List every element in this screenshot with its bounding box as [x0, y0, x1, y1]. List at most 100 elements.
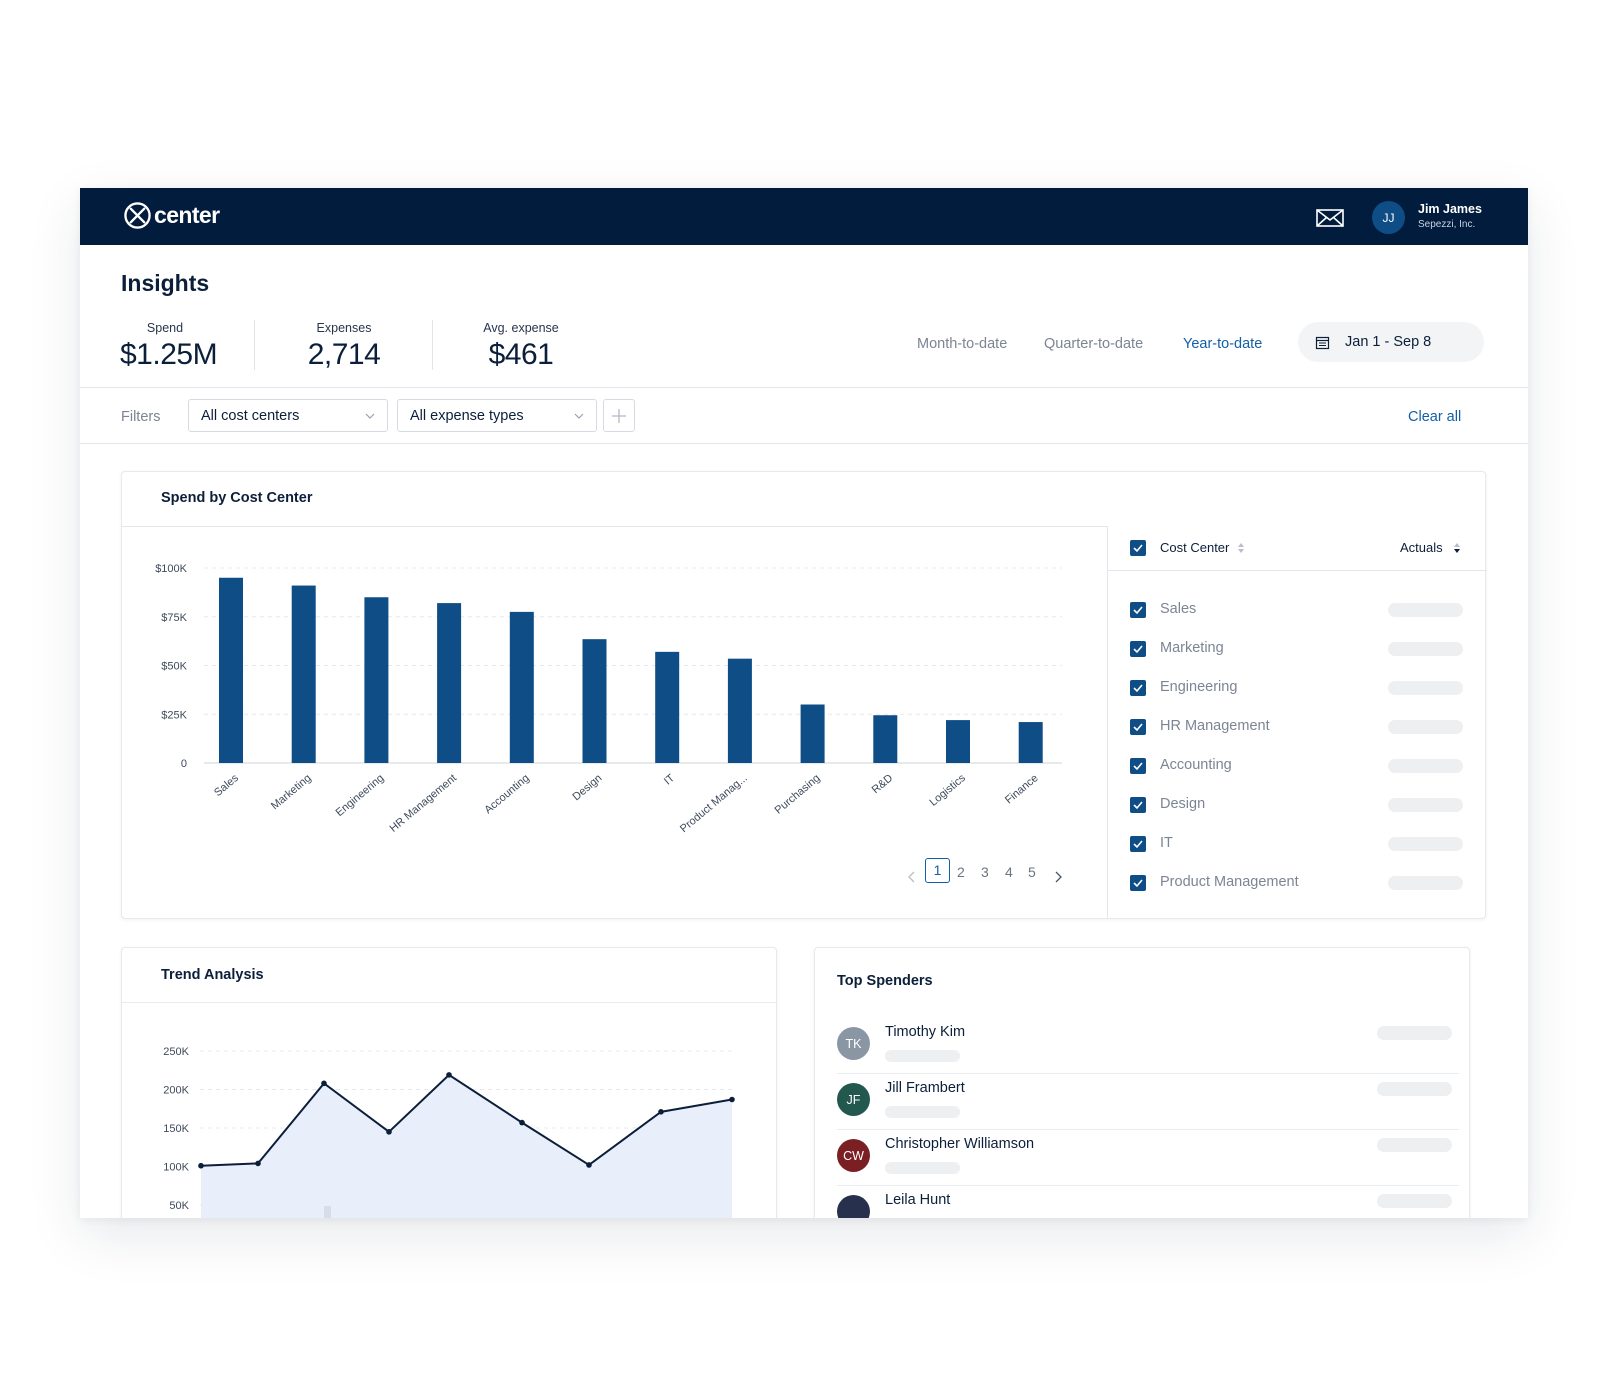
check-icon	[1133, 723, 1143, 732]
trend-analysis-card: Trend Analysis 250K 200K 150K 100K 50K	[121, 947, 777, 1218]
actuals-placeholder	[1388, 681, 1463, 695]
spender-row[interactable]: TK Timothy Kim	[837, 1018, 1459, 1074]
chevron-down-icon	[365, 413, 375, 419]
x-tick-label: HR Management	[388, 772, 459, 835]
bar	[655, 651, 680, 763]
page-button-1[interactable]: 1	[925, 858, 950, 883]
row-checkbox[interactable]	[1130, 602, 1146, 618]
top-spenders-card: Top Spenders TK Timothy Kim JF Jill Fram…	[814, 947, 1470, 1218]
row-checkbox[interactable]	[1130, 875, 1146, 891]
data-point	[586, 1162, 592, 1168]
row-checkbox[interactable]	[1130, 836, 1146, 852]
cost-center-row-label: Engineering	[1160, 679, 1238, 695]
actuals-placeholder	[1388, 837, 1463, 851]
spender-detail-placeholder	[885, 1106, 960, 1118]
stat-label: Avg. expense	[483, 321, 559, 335]
spend-bar-chart: 0 $25K $50K $75K $100K Sales Marketing Engineer…	[155, 563, 1062, 835]
card-header-divider	[122, 1002, 776, 1003]
data-point	[446, 1072, 452, 1078]
tab-month-to-date[interactable]: Month-to-date	[917, 336, 1008, 352]
stat-label: Expenses	[316, 321, 372, 335]
spender-name: Christopher Williamson	[885, 1136, 1035, 1152]
chevron-right-icon[interactable]	[1053, 871, 1063, 883]
row-checkbox[interactable]	[1130, 758, 1146, 774]
check-icon	[1133, 801, 1143, 810]
check-icon	[1133, 684, 1143, 693]
cost-center-column-header[interactable]: Cost Center	[1160, 540, 1230, 555]
cost-center-filter[interactable]: All cost centers	[188, 399, 388, 432]
plus-icon	[612, 408, 626, 423]
spender-name: Jill Frambert	[885, 1080, 965, 1096]
tab-quarter-to-date[interactable]: Quarter-to-date	[1044, 336, 1144, 352]
bar	[1018, 722, 1043, 763]
actuals-placeholder	[1388, 603, 1463, 617]
check-icon	[1133, 840, 1143, 849]
select-all-checkbox[interactable]	[1130, 540, 1146, 556]
user-avatar[interactable]: JJ	[1372, 201, 1405, 234]
page-button-2[interactable]: 2	[957, 864, 965, 880]
x-tick-label: R&D	[870, 772, 896, 796]
x-tick-label: Design	[570, 772, 604, 803]
sort-icon[interactable]	[1237, 542, 1245, 554]
page-button-5[interactable]: 5	[1028, 864, 1036, 880]
page-button-3[interactable]: 3	[981, 864, 989, 880]
chevron-down-icon	[574, 413, 584, 419]
bar	[219, 577, 243, 763]
bar	[364, 597, 389, 763]
page-button-4[interactable]: 4	[1005, 864, 1013, 880]
x-tick-label: IT	[662, 772, 677, 788]
spend-by-cost-center-card: Spend by Cost Center 0 $25K $50K $75K $100K S…	[121, 471, 1487, 919]
stat-value: $461	[488, 338, 554, 371]
chevron-left-icon[interactable]	[907, 871, 917, 883]
check-icon	[1133, 544, 1143, 553]
divider	[80, 443, 1528, 444]
trend-line-chart: 250K 200K 150K 100K 50K	[163, 1046, 735, 1218]
y-tick-label: 100K	[163, 1162, 189, 1174]
cost-center-row-label: HR Management	[1160, 718, 1270, 734]
stat-value: $1.25M	[120, 338, 218, 371]
spender-avatar: JF	[837, 1083, 870, 1116]
stat-label: Spend	[146, 321, 184, 335]
spender-amount-placeholder	[1377, 1138, 1452, 1152]
x-tick-label: Accounting	[482, 772, 531, 816]
user-company: Sepezzi, Inc.	[1418, 219, 1476, 230]
spender-row[interactable]: JF Jill Frambert	[837, 1074, 1459, 1130]
row-checkbox[interactable]	[1130, 719, 1146, 735]
y-tick-label: $100K	[155, 563, 187, 575]
data-point	[321, 1080, 327, 1087]
row-checkbox[interactable]	[1130, 680, 1146, 696]
sort-icon[interactable]	[1453, 542, 1461, 554]
date-range-picker[interactable]: Jan 1 - Sep 8	[1298, 322, 1484, 362]
expense-type-filter[interactable]: All expense types	[397, 399, 597, 432]
bar	[873, 715, 898, 763]
spender-row[interactable]: Leila Hunt	[837, 1186, 1459, 1218]
data-point	[729, 1096, 735, 1103]
add-filter-button[interactable]	[603, 399, 635, 432]
actuals-placeholder	[1388, 642, 1463, 656]
spender-row[interactable]: CW Christopher Williamson	[837, 1130, 1459, 1186]
bar	[946, 720, 970, 763]
y-tick-label: $75K	[161, 612, 187, 624]
y-tick-label: 150K	[163, 1123, 189, 1135]
card-header-divider	[122, 526, 1107, 527]
spender-detail-placeholder	[885, 1050, 960, 1062]
spender-amount-placeholder	[1377, 1194, 1452, 1208]
tab-year-to-date[interactable]: Year-to-date	[1183, 336, 1263, 352]
y-tick-label: 250K	[163, 1046, 189, 1058]
app-logo[interactable]: center	[123, 201, 220, 230]
volume-bar	[324, 1206, 331, 1218]
logo-text: center	[154, 202, 220, 228]
row-checkbox[interactable]	[1130, 641, 1146, 657]
actuals-column-header[interactable]: Actuals	[1400, 540, 1443, 555]
row-checkbox[interactable]	[1130, 797, 1146, 813]
date-range-value: Jan 1 - Sep 8	[1345, 334, 1432, 350]
clear-all-link[interactable]: Clear all	[1408, 409, 1462, 425]
y-tick-label: $25K	[161, 709, 187, 721]
cost-center-table: Cost Center Actuals Sales Marketing Engi…	[1107, 526, 1487, 919]
x-tick-label: Sales	[212, 772, 241, 799]
mail-icon[interactable]	[1316, 208, 1344, 228]
bar	[437, 603, 462, 763]
card-title: Top Spenders	[837, 973, 933, 989]
stat-divider	[432, 320, 433, 370]
y-tick-label: 200K	[163, 1085, 189, 1097]
